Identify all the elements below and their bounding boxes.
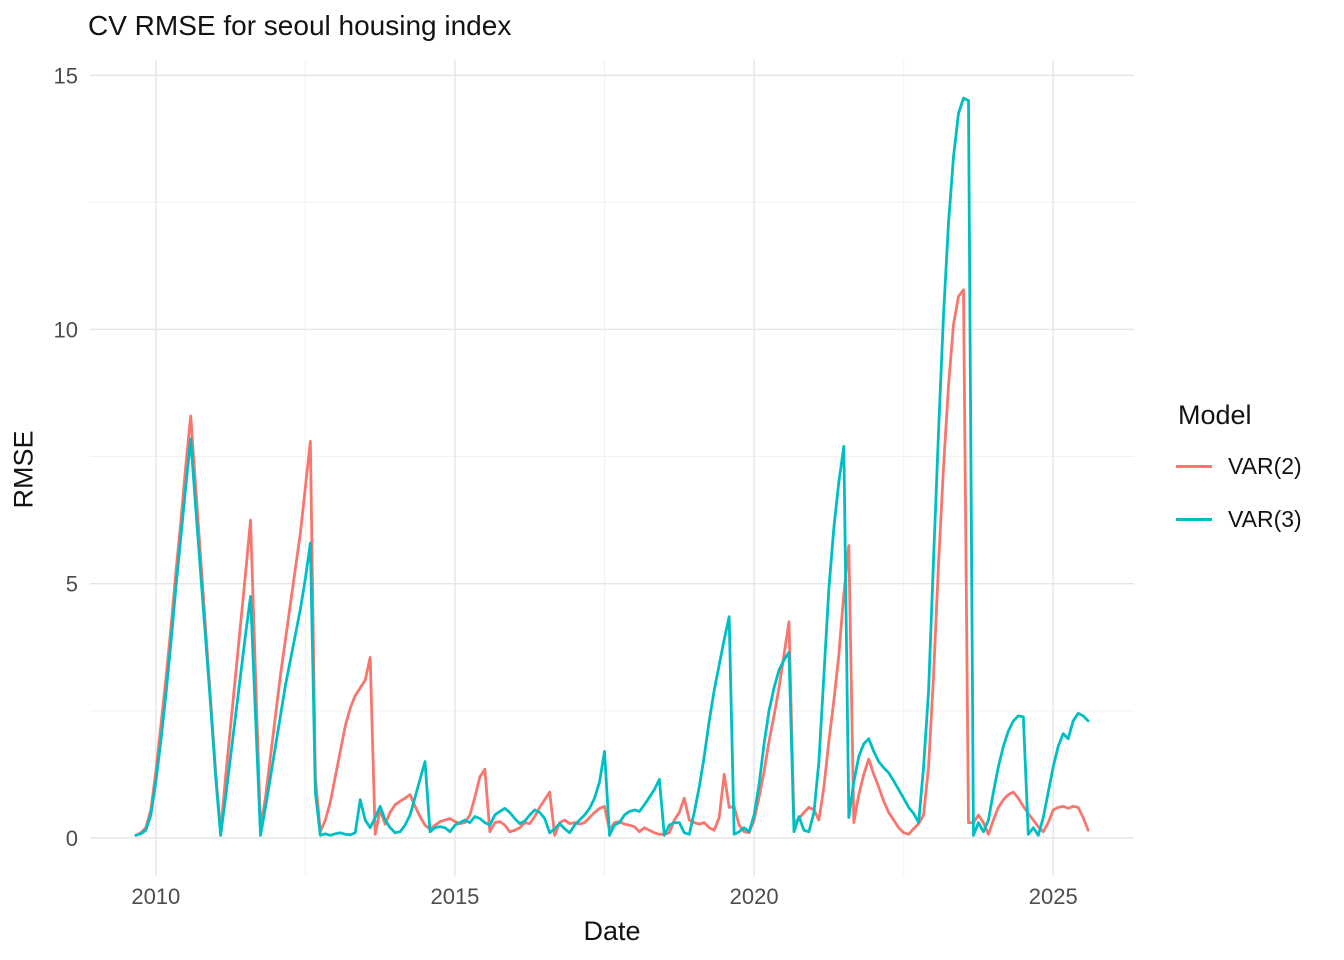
series-line-var2 bbox=[134, 288, 1090, 837]
legend-item-var3: VAR(3) bbox=[1176, 506, 1302, 533]
var3-line-swatch bbox=[1176, 518, 1212, 521]
legend-title: Model bbox=[1178, 400, 1252, 430]
series-line-var3 bbox=[134, 96, 1090, 837]
y-tick-label: 5 bbox=[66, 572, 78, 597]
y-tick-label: 10 bbox=[54, 317, 78, 342]
x-tick-label: 2010 bbox=[131, 884, 180, 909]
var2-line-swatch bbox=[1176, 465, 1212, 468]
x-tick-label: 2025 bbox=[1029, 884, 1078, 909]
y-axis-title: RMSE bbox=[8, 430, 39, 509]
x-tick-label: 2020 bbox=[730, 884, 779, 909]
y-tick-label: 0 bbox=[66, 826, 78, 851]
x-tick-label: 2015 bbox=[430, 884, 479, 909]
legend: Model VAR(2) VAR(3) bbox=[1176, 400, 1302, 559]
y-tick-label: 15 bbox=[54, 63, 78, 88]
chart-title: CV RMSE for seoul housing index bbox=[88, 10, 512, 41]
x-axis-title: Date bbox=[583, 916, 641, 946]
legend-label-var3: VAR(3) bbox=[1228, 506, 1302, 532]
legend-item-var2: VAR(2) bbox=[1176, 453, 1302, 480]
legend-label-var2: VAR(2) bbox=[1228, 453, 1302, 479]
